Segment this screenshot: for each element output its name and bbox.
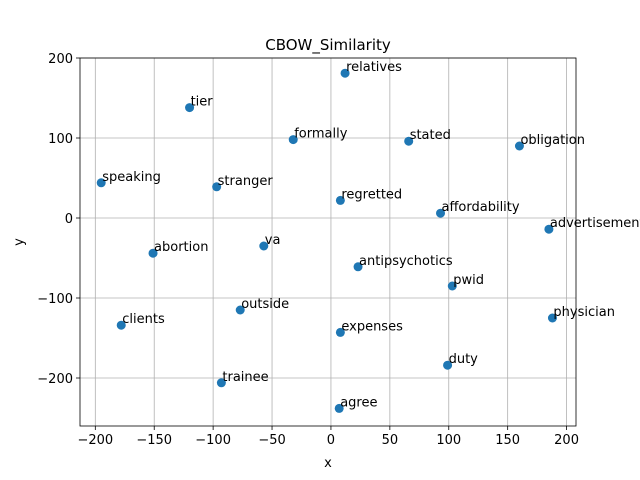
point-label: stated <box>410 128 451 143</box>
data-point <box>216 378 226 388</box>
x-tick-label: 200 <box>554 433 579 448</box>
data-point <box>212 182 222 192</box>
y-axis-label: y <box>12 238 27 246</box>
data-points: relatives tier formally stated obligation spe… <box>96 60 640 413</box>
data-point <box>404 136 414 146</box>
data-point <box>288 135 298 145</box>
data-point <box>335 195 345 205</box>
data-point <box>514 141 524 151</box>
point-label: trainee <box>222 370 268 385</box>
data-point <box>96 178 106 188</box>
point-label: relatives <box>346 60 402 75</box>
data-point <box>334 403 344 413</box>
x-tick-label: −100 <box>195 433 231 448</box>
data-point <box>544 224 554 234</box>
point-label: antipsychotics <box>359 254 453 269</box>
point-label: formally <box>294 127 348 142</box>
x-tick-label: 0 <box>327 433 335 448</box>
data-point <box>335 327 345 337</box>
point-label: duty <box>449 352 479 367</box>
plot-frame <box>79 57 577 427</box>
y-tick-label: 0 <box>65 212 73 227</box>
data-point <box>148 248 158 258</box>
point-label: speaking <box>102 170 161 185</box>
data-point <box>116 320 126 330</box>
y-tick-label: 100 <box>48 132 73 147</box>
point-label: obligation <box>520 133 585 148</box>
data-point <box>353 262 363 272</box>
point-label: clients <box>122 312 165 327</box>
data-point <box>340 68 350 78</box>
data-point <box>235 305 245 315</box>
point-label: affordability <box>442 200 520 215</box>
x-tick-label: −50 <box>258 433 285 448</box>
point-label: stranger <box>218 174 274 189</box>
chart-title: CBOW_Similarity <box>265 36 391 55</box>
data-point <box>447 281 457 291</box>
point-label: outside <box>241 297 289 312</box>
point-label: physician <box>553 305 615 320</box>
point-label: agree <box>340 395 377 410</box>
x-tick-label: 100 <box>436 433 461 448</box>
y-tick-label: 200 <box>48 52 73 67</box>
data-point <box>259 241 269 251</box>
x-tick-label: −200 <box>77 433 113 448</box>
x-tick-label: 150 <box>495 433 520 448</box>
x-axis-label: x <box>324 456 332 471</box>
data-point <box>443 360 453 370</box>
data-point <box>185 103 195 113</box>
point-label: advertisement <box>550 216 640 231</box>
point-label: regretted <box>341 187 402 202</box>
point-label: va <box>265 233 281 248</box>
point-label: pwid <box>453 273 484 288</box>
x-tick-label: −150 <box>136 433 172 448</box>
y-tick-label: −200 <box>37 372 73 387</box>
point-label: expenses <box>341 319 403 334</box>
point-label: tier <box>191 95 214 110</box>
data-point <box>547 313 557 323</box>
data-point <box>436 208 446 218</box>
point-label: abortion <box>154 240 208 255</box>
y-tick-label: −100 <box>37 292 73 307</box>
axis-ticks: −200 −150 −100 −50 0 50 100 150 200 −200 −100 0 100 2… <box>37 52 579 448</box>
x-tick-label: 50 <box>382 433 399 448</box>
